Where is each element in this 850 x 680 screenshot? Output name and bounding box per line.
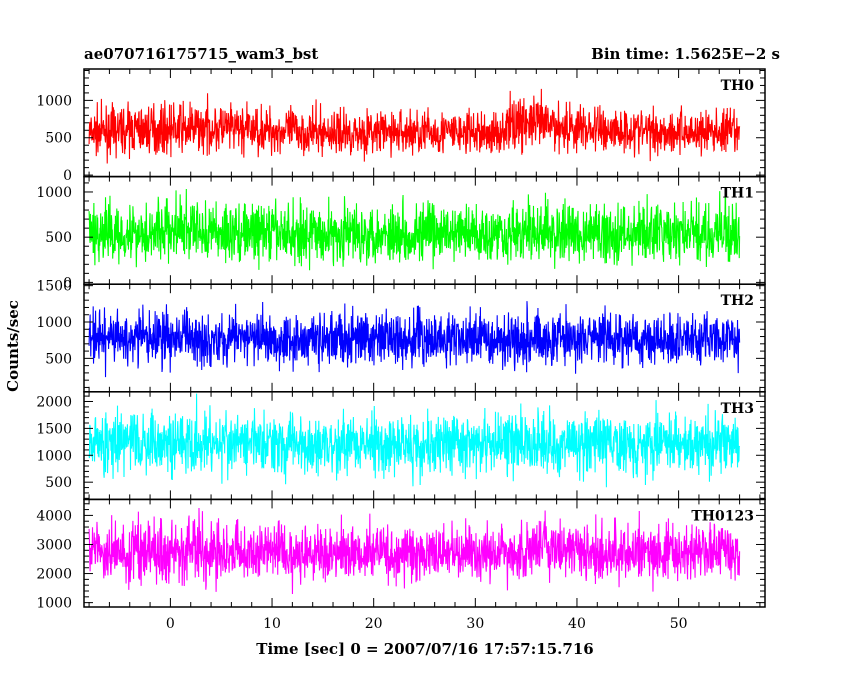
y-tick-label: 2000 xyxy=(36,394,72,410)
y-tick-label: 1000 xyxy=(36,448,72,464)
y-tick-label: 3000 xyxy=(36,537,72,553)
y-axis-label: Counts/sec xyxy=(4,300,22,392)
y-tick-label: 4000 xyxy=(36,508,72,524)
series-line-th3 xyxy=(88,393,741,488)
y-tick-label: 0 xyxy=(63,168,72,184)
series-line-th2 xyxy=(88,301,741,378)
y-tick-label: 500 xyxy=(45,475,72,491)
chart-title: ae070716175715_wam3_bst xyxy=(84,45,318,63)
y-tick-label: 0 xyxy=(63,275,72,291)
y-tick-label: 2000 xyxy=(36,567,72,583)
chart-subtitle: Bin time: 1.5625E−2 s xyxy=(591,45,780,63)
y-tick-label: 1000 xyxy=(36,185,72,201)
panel-frame xyxy=(83,498,766,608)
x-tick-label: 0 xyxy=(166,616,175,632)
series-line-th0123 xyxy=(88,507,741,594)
y-tick-label: 1000 xyxy=(36,315,72,331)
y-tick-label: 1500 xyxy=(36,421,72,437)
x-tick-label: 10 xyxy=(263,616,281,632)
panel-label-th1: TH1 xyxy=(721,186,754,202)
panel-th2: 500 1000 1500 TH2 xyxy=(36,279,766,393)
x-tick-label: 20 xyxy=(365,616,383,632)
x-axis-label: Time [sec] 0 = 2007/07/16 17:57:15.716 xyxy=(256,640,593,658)
panel-label-th0: TH0 xyxy=(721,78,755,94)
y-tick-label: 500 xyxy=(45,230,72,246)
x-tick-label: 40 xyxy=(568,616,586,632)
y-tick-label: 1500 xyxy=(36,279,72,295)
y-tick-label: 500 xyxy=(45,351,72,367)
panel-th0123: 1000 2000 3000 4000 TH0123 xyxy=(36,498,766,612)
panel-th3: 500 1000 1500 2000 TH3 xyxy=(36,391,766,501)
panel-label-th3: TH3 xyxy=(721,401,754,417)
y-tick-label: 1000 xyxy=(36,93,72,109)
y-tick-label: 1000 xyxy=(36,596,72,612)
x-tick-label: 50 xyxy=(670,616,688,632)
panel-stack: 0 500 1000 TH0 0 500 1000 TH1 500 1000 1500 TH2 500 1… xyxy=(36,68,766,612)
panel-th0: 0 500 1000 TH0 xyxy=(36,68,766,184)
series-line-th1 xyxy=(88,189,741,271)
panel-th1: 0 500 1000 TH1 xyxy=(36,175,766,291)
panel-label-th2: TH2 xyxy=(721,293,754,309)
x-axis-ticks: 0 10 20 30 40 50 xyxy=(166,616,688,632)
panel-label-th0123: TH0123 xyxy=(691,508,754,524)
series-line-th0 xyxy=(88,88,741,164)
y-tick-label: 500 xyxy=(45,131,72,147)
x-tick-label: 30 xyxy=(466,616,484,632)
